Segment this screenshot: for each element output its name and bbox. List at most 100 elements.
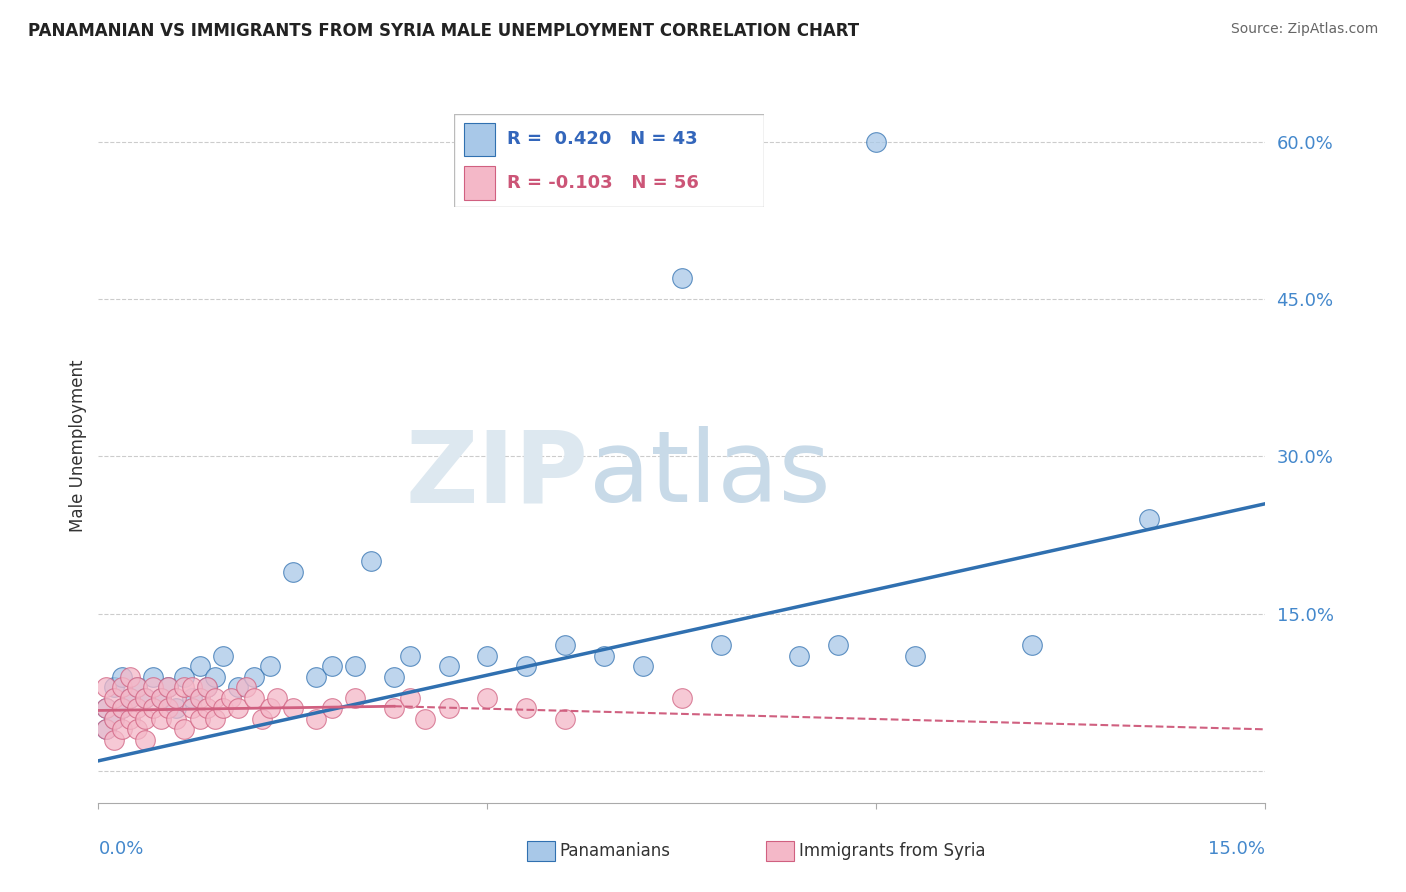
- Point: [477, 690, 499, 705]
- Point: [321, 701, 343, 715]
- Point: [195, 701, 218, 715]
- Point: [188, 659, 211, 673]
- Point: [671, 690, 693, 705]
- Point: [180, 681, 202, 695]
- Point: [904, 648, 927, 663]
- Point: [204, 670, 226, 684]
- Point: [118, 670, 141, 684]
- Text: PANAMANIAN VS IMMIGRANTS FROM SYRIA MALE UNEMPLOYMENT CORRELATION CHART: PANAMANIAN VS IMMIGRANTS FROM SYRIA MALE…: [28, 22, 859, 40]
- Point: [437, 701, 460, 715]
- Point: [165, 701, 187, 715]
- Point: [96, 681, 118, 695]
- Point: [180, 701, 202, 715]
- Point: [321, 659, 343, 673]
- Point: [266, 690, 288, 705]
- Point: [827, 639, 849, 653]
- Point: [787, 648, 810, 663]
- Point: [398, 648, 420, 663]
- Point: [243, 690, 266, 705]
- Point: [188, 712, 211, 726]
- Point: [382, 701, 405, 715]
- Point: [157, 681, 180, 695]
- Point: [188, 690, 211, 705]
- Point: [515, 659, 537, 673]
- Point: [281, 565, 304, 579]
- Point: [259, 659, 281, 673]
- Point: [127, 681, 149, 695]
- Point: [173, 670, 195, 684]
- Point: [142, 701, 165, 715]
- Point: [134, 732, 156, 747]
- Text: Immigrants from Syria: Immigrants from Syria: [799, 842, 986, 860]
- Point: [437, 659, 460, 673]
- Point: [157, 701, 180, 715]
- Point: [219, 690, 242, 705]
- Point: [554, 712, 576, 726]
- Point: [111, 701, 134, 715]
- Point: [228, 681, 250, 695]
- Point: [134, 712, 156, 726]
- Point: [111, 723, 134, 737]
- Text: Source: ZipAtlas.com: Source: ZipAtlas.com: [1230, 22, 1378, 37]
- Point: [118, 690, 141, 705]
- Text: 0.0%: 0.0%: [98, 839, 143, 857]
- Point: [96, 723, 118, 737]
- Point: [515, 701, 537, 715]
- Point: [118, 690, 141, 705]
- Point: [165, 712, 187, 726]
- Point: [204, 712, 226, 726]
- Point: [865, 135, 887, 149]
- Point: [344, 659, 367, 673]
- Point: [195, 681, 218, 695]
- Point: [259, 701, 281, 715]
- Point: [103, 690, 125, 705]
- Point: [149, 690, 172, 705]
- Point: [671, 271, 693, 285]
- Point: [96, 701, 118, 715]
- Point: [103, 732, 125, 747]
- Point: [344, 690, 367, 705]
- Point: [127, 681, 149, 695]
- Point: [149, 712, 172, 726]
- Text: Panamanians: Panamanians: [560, 842, 671, 860]
- Point: [111, 701, 134, 715]
- Point: [118, 712, 141, 726]
- Point: [195, 681, 218, 695]
- Point: [398, 690, 420, 705]
- Point: [554, 639, 576, 653]
- Point: [250, 712, 273, 726]
- Text: ZIP: ZIP: [406, 426, 589, 523]
- Point: [180, 690, 202, 705]
- Text: 15.0%: 15.0%: [1208, 839, 1265, 857]
- Point: [710, 639, 733, 653]
- Point: [142, 670, 165, 684]
- Point: [111, 670, 134, 684]
- Point: [243, 670, 266, 684]
- Point: [305, 712, 328, 726]
- Point: [173, 681, 195, 695]
- Point: [134, 690, 156, 705]
- Point: [305, 670, 328, 684]
- Point: [149, 690, 172, 705]
- Point: [212, 701, 235, 715]
- Point: [96, 723, 118, 737]
- Point: [235, 681, 257, 695]
- Point: [103, 681, 125, 695]
- Point: [204, 690, 226, 705]
- Point: [111, 681, 134, 695]
- Text: atlas: atlas: [589, 426, 830, 523]
- Point: [1137, 512, 1160, 526]
- Point: [127, 701, 149, 715]
- Point: [165, 690, 187, 705]
- Point: [228, 701, 250, 715]
- Point: [96, 701, 118, 715]
- Point: [1021, 639, 1043, 653]
- Y-axis label: Male Unemployment: Male Unemployment: [69, 359, 87, 533]
- Point: [212, 648, 235, 663]
- Point: [103, 712, 125, 726]
- Point: [103, 712, 125, 726]
- Point: [477, 648, 499, 663]
- Point: [157, 681, 180, 695]
- Point: [173, 723, 195, 737]
- Point: [281, 701, 304, 715]
